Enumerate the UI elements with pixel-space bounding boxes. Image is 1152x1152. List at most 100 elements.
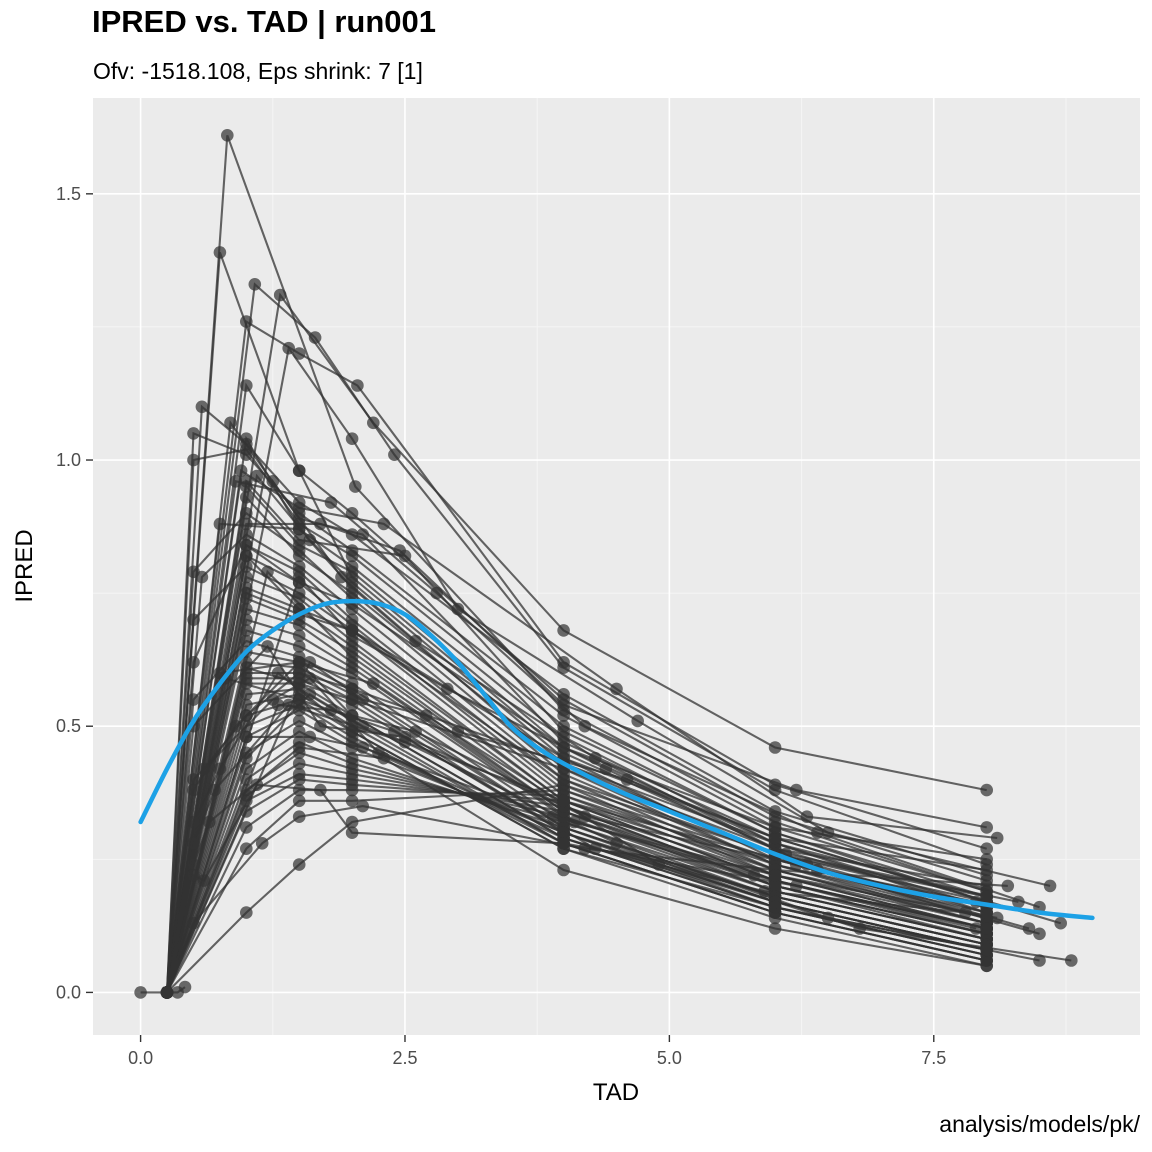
data-point (187, 693, 200, 706)
data-point (980, 890, 993, 903)
data-point (578, 810, 592, 823)
data-point (367, 416, 380, 430)
data-point (240, 443, 253, 456)
smooth-layer (138, 598, 1095, 921)
data-point (356, 528, 370, 541)
y-tick-label: 1.5 (56, 184, 81, 204)
data-point (292, 618, 306, 632)
data-point (187, 773, 200, 786)
data-point (303, 656, 317, 669)
data-point (213, 762, 227, 776)
axes: 0.0 2.5 5.0 7.5 0.0 0.5 1.0 1.5 (56, 184, 946, 1068)
data-point (419, 709, 433, 722)
data-point (240, 507, 253, 520)
data-point (187, 427, 200, 440)
data-point (187, 858, 200, 871)
data-point (187, 453, 200, 467)
data-point (240, 805, 253, 818)
data-point (388, 448, 401, 462)
data-point (811, 826, 824, 839)
data-point (345, 565, 359, 579)
data-point (980, 922, 993, 935)
data-point (768, 879, 782, 893)
subject-line (165, 533, 987, 993)
data-point (134, 986, 147, 999)
data-point (349, 480, 362, 493)
subject-line (165, 431, 988, 993)
data-point (557, 837, 570, 850)
data-point (790, 879, 803, 893)
data-point (187, 869, 200, 882)
data-point (377, 751, 391, 765)
data-point (178, 980, 192, 994)
data-point (314, 783, 327, 797)
data-point (345, 507, 359, 520)
data-point (990, 911, 1004, 925)
data-point (409, 634, 422, 648)
data-point (557, 794, 570, 808)
subject-line (165, 671, 987, 993)
x-tick-label: 2.5 (392, 1048, 417, 1068)
data-point (557, 709, 570, 722)
data-point (631, 714, 644, 728)
data-point (255, 837, 269, 850)
data-point (248, 278, 262, 291)
data-point (292, 783, 306, 797)
data-point (160, 986, 174, 999)
smooth-line (138, 598, 1095, 921)
data-point (240, 586, 253, 600)
data-point (589, 751, 602, 765)
data-point (240, 906, 253, 919)
data-point (240, 432, 253, 446)
data-point (1065, 954, 1078, 967)
data-point (240, 661, 253, 674)
data-point (768, 741, 782, 754)
data-point (195, 400, 209, 414)
data-point (980, 863, 993, 877)
data-point (187, 837, 200, 850)
data-point (292, 773, 306, 786)
data-point (356, 693, 370, 706)
data-point (557, 698, 570, 712)
data-point (345, 682, 359, 696)
data-point (367, 677, 380, 690)
data-point (224, 416, 237, 430)
data-point (557, 863, 570, 877)
data-point (430, 586, 444, 600)
x-axis-title: TAD (593, 1079, 639, 1106)
y-tick-label: 0.5 (56, 716, 81, 736)
data-point (314, 517, 327, 531)
data-point (303, 688, 317, 701)
data-point (980, 879, 993, 893)
data-point (240, 549, 253, 563)
data-point (335, 570, 348, 584)
data-point (557, 624, 570, 637)
data-point (768, 778, 782, 792)
data-point (240, 762, 253, 776)
data-point (768, 922, 782, 935)
data-point (610, 682, 623, 696)
data-point (292, 703, 306, 717)
data-point (980, 821, 993, 834)
data-point (853, 922, 866, 935)
x-tick-label: 0.0 (128, 1048, 153, 1068)
data-point (240, 751, 253, 765)
data-point (557, 773, 570, 786)
subject-line (165, 565, 987, 993)
data-point (187, 613, 200, 626)
data-point (314, 719, 327, 733)
data-point (292, 677, 306, 690)
data-point (324, 703, 338, 717)
data-point (240, 634, 253, 648)
data-point (345, 815, 359, 829)
data-point (1033, 927, 1046, 941)
data-point (240, 570, 253, 584)
data-point (345, 432, 359, 446)
data-point (768, 869, 782, 882)
data-point (990, 831, 1004, 845)
data-point (213, 246, 227, 259)
data-point (800, 810, 814, 823)
y-tick-label: 0.0 (56, 982, 81, 1002)
data-point (187, 783, 200, 797)
